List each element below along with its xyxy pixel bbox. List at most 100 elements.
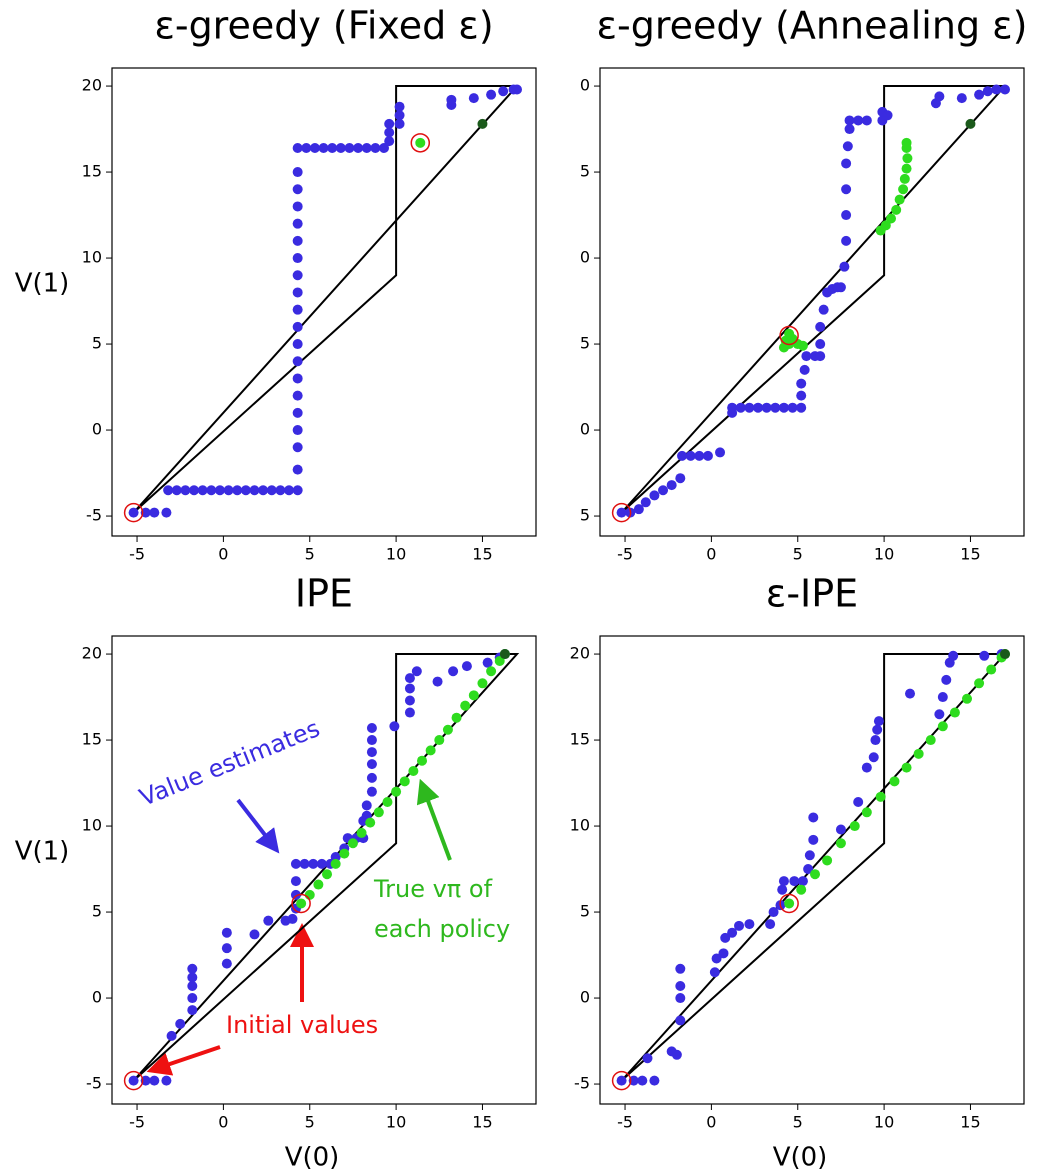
point <box>818 304 829 315</box>
point <box>633 504 644 515</box>
arrow <box>146 1045 221 1076</box>
x-tick-label: 15 <box>960 545 980 564</box>
y-tick-label: 15 <box>82 730 102 749</box>
point <box>404 683 415 694</box>
initial-marker <box>123 502 144 523</box>
point <box>477 118 488 129</box>
point <box>373 807 384 818</box>
point <box>875 791 886 802</box>
point <box>803 864 814 875</box>
x-tick-label: -5 <box>617 545 633 564</box>
point <box>965 118 976 129</box>
point <box>841 184 852 195</box>
point <box>677 450 688 461</box>
point <box>962 693 973 704</box>
point <box>789 876 800 887</box>
point <box>175 1018 186 1029</box>
point <box>841 158 852 169</box>
point <box>880 220 891 231</box>
point <box>292 142 303 153</box>
point <box>761 402 772 413</box>
y-tick-label: 5 <box>580 162 590 181</box>
point <box>468 690 479 701</box>
point <box>384 136 395 147</box>
y-tick-label: 5 <box>580 902 590 921</box>
point <box>347 838 358 849</box>
point <box>292 390 303 401</box>
point <box>974 678 985 689</box>
point <box>460 700 471 711</box>
point <box>804 850 815 861</box>
point <box>221 927 232 938</box>
point <box>675 1015 686 1026</box>
point <box>640 497 651 508</box>
point <box>290 889 301 900</box>
point <box>815 351 826 362</box>
y-tick-label: 0 <box>580 420 590 439</box>
point <box>905 688 916 699</box>
point <box>442 724 453 735</box>
point <box>284 485 295 496</box>
point <box>434 735 445 746</box>
point <box>787 402 798 413</box>
point <box>468 93 479 104</box>
axes-frame <box>599 635 1025 1105</box>
point <box>734 920 745 931</box>
point <box>335 142 346 153</box>
axes-frame <box>111 635 537 1105</box>
x-tick-label: -5 <box>617 1113 633 1132</box>
point <box>292 270 303 281</box>
point <box>290 858 301 869</box>
point <box>675 963 686 974</box>
point <box>187 1005 198 1016</box>
axes-frame <box>111 67 537 537</box>
y-tick-label: 0 <box>92 988 102 1007</box>
point <box>891 204 902 215</box>
point <box>694 450 705 461</box>
point <box>482 657 493 668</box>
point <box>240 485 251 496</box>
point <box>197 485 208 496</box>
point <box>844 115 855 126</box>
point <box>498 86 509 97</box>
point <box>778 402 789 413</box>
point <box>815 321 826 332</box>
y-tick-label: 15 <box>570 730 590 749</box>
annotation: Value estimates <box>136 714 324 812</box>
annotation: each policy <box>374 915 510 943</box>
point <box>753 402 764 413</box>
initial-marker <box>779 325 799 346</box>
point <box>361 142 372 153</box>
x-tick-label: 15 <box>472 1113 492 1132</box>
point <box>263 915 274 926</box>
point <box>666 480 677 491</box>
y-tick-label: 20 <box>570 644 590 663</box>
point <box>778 876 789 887</box>
point <box>221 943 232 954</box>
point <box>886 213 897 224</box>
point <box>394 110 405 121</box>
point <box>839 261 850 272</box>
point <box>974 89 985 100</box>
point <box>292 464 303 475</box>
point <box>642 1053 653 1064</box>
x-tick-label: 5 <box>305 1113 315 1132</box>
point <box>901 762 912 773</box>
point <box>366 759 377 770</box>
point <box>353 142 364 153</box>
y-tick-label: 10 <box>570 816 590 835</box>
point <box>140 507 151 518</box>
point <box>313 879 324 890</box>
arrow <box>416 778 452 861</box>
point <box>394 101 405 112</box>
annotation: True vπ of <box>373 875 493 903</box>
point <box>711 953 722 964</box>
x-tick-label: -5 <box>129 545 145 564</box>
point <box>266 485 277 496</box>
x-tick-label: 10 <box>386 1113 406 1132</box>
point <box>432 676 443 687</box>
initial-marker <box>611 1070 632 1091</box>
y-tick-label: 5 <box>92 902 102 921</box>
point <box>849 821 860 832</box>
